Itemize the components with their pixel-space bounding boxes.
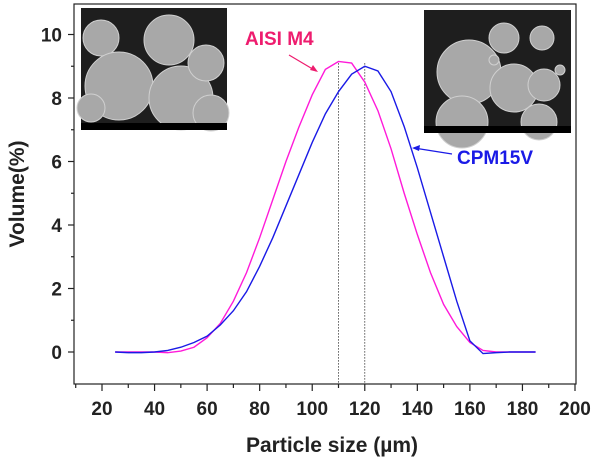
x-tick-label: 200 [559,399,591,420]
powder-particle [554,64,566,76]
powder-particle [82,19,120,57]
powder-particle [192,94,230,132]
x-tick-label: 160 [454,399,486,420]
y-axis-title: Volume(%) [6,141,29,248]
x-tick-label: 140 [401,399,433,420]
powder-particle [520,103,558,141]
x-tick-label: 180 [507,399,539,420]
sem-info-bar [424,126,571,133]
x-tick-label: 60 [197,399,218,420]
powder-particle [529,25,555,51]
x-tick-label: 40 [144,399,165,420]
sem-info-bar [81,123,227,130]
x-tick-label: 100 [296,399,328,420]
y-tick-label: 2 [51,280,62,301]
x-tick-label: 20 [91,399,112,420]
powder-particle [488,54,500,66]
y-tick-label: 4 [51,216,62,237]
y-tick-label: 8 [51,89,62,110]
powder-particle [488,22,520,54]
powder-particle [143,14,195,66]
y-tick-label: 0 [51,343,62,364]
plot-frame [73,3,577,385]
annotation-aisi-m4: AISI M4 [245,29,314,50]
series-line-cpm15v [115,65,536,355]
x-tick-label: 80 [249,399,270,420]
x-tick-label: 120 [349,399,381,420]
y-tick-label: 6 [51,153,62,174]
powder-particle [76,93,106,123]
x-axis-title: Particle size (µm) [246,434,418,457]
powder-particle [527,68,561,102]
annotation-cpm15v: CPM15V [457,148,533,169]
arrowhead-icon [412,145,420,151]
arrowhead-icon [310,65,318,72]
annotation-arrow-cpm15v [413,147,453,155]
powder-particle [187,44,225,82]
series-line-aisi-m4 [115,60,536,354]
powder-particle [435,95,489,149]
y-tick-label: 10 [41,26,62,47]
